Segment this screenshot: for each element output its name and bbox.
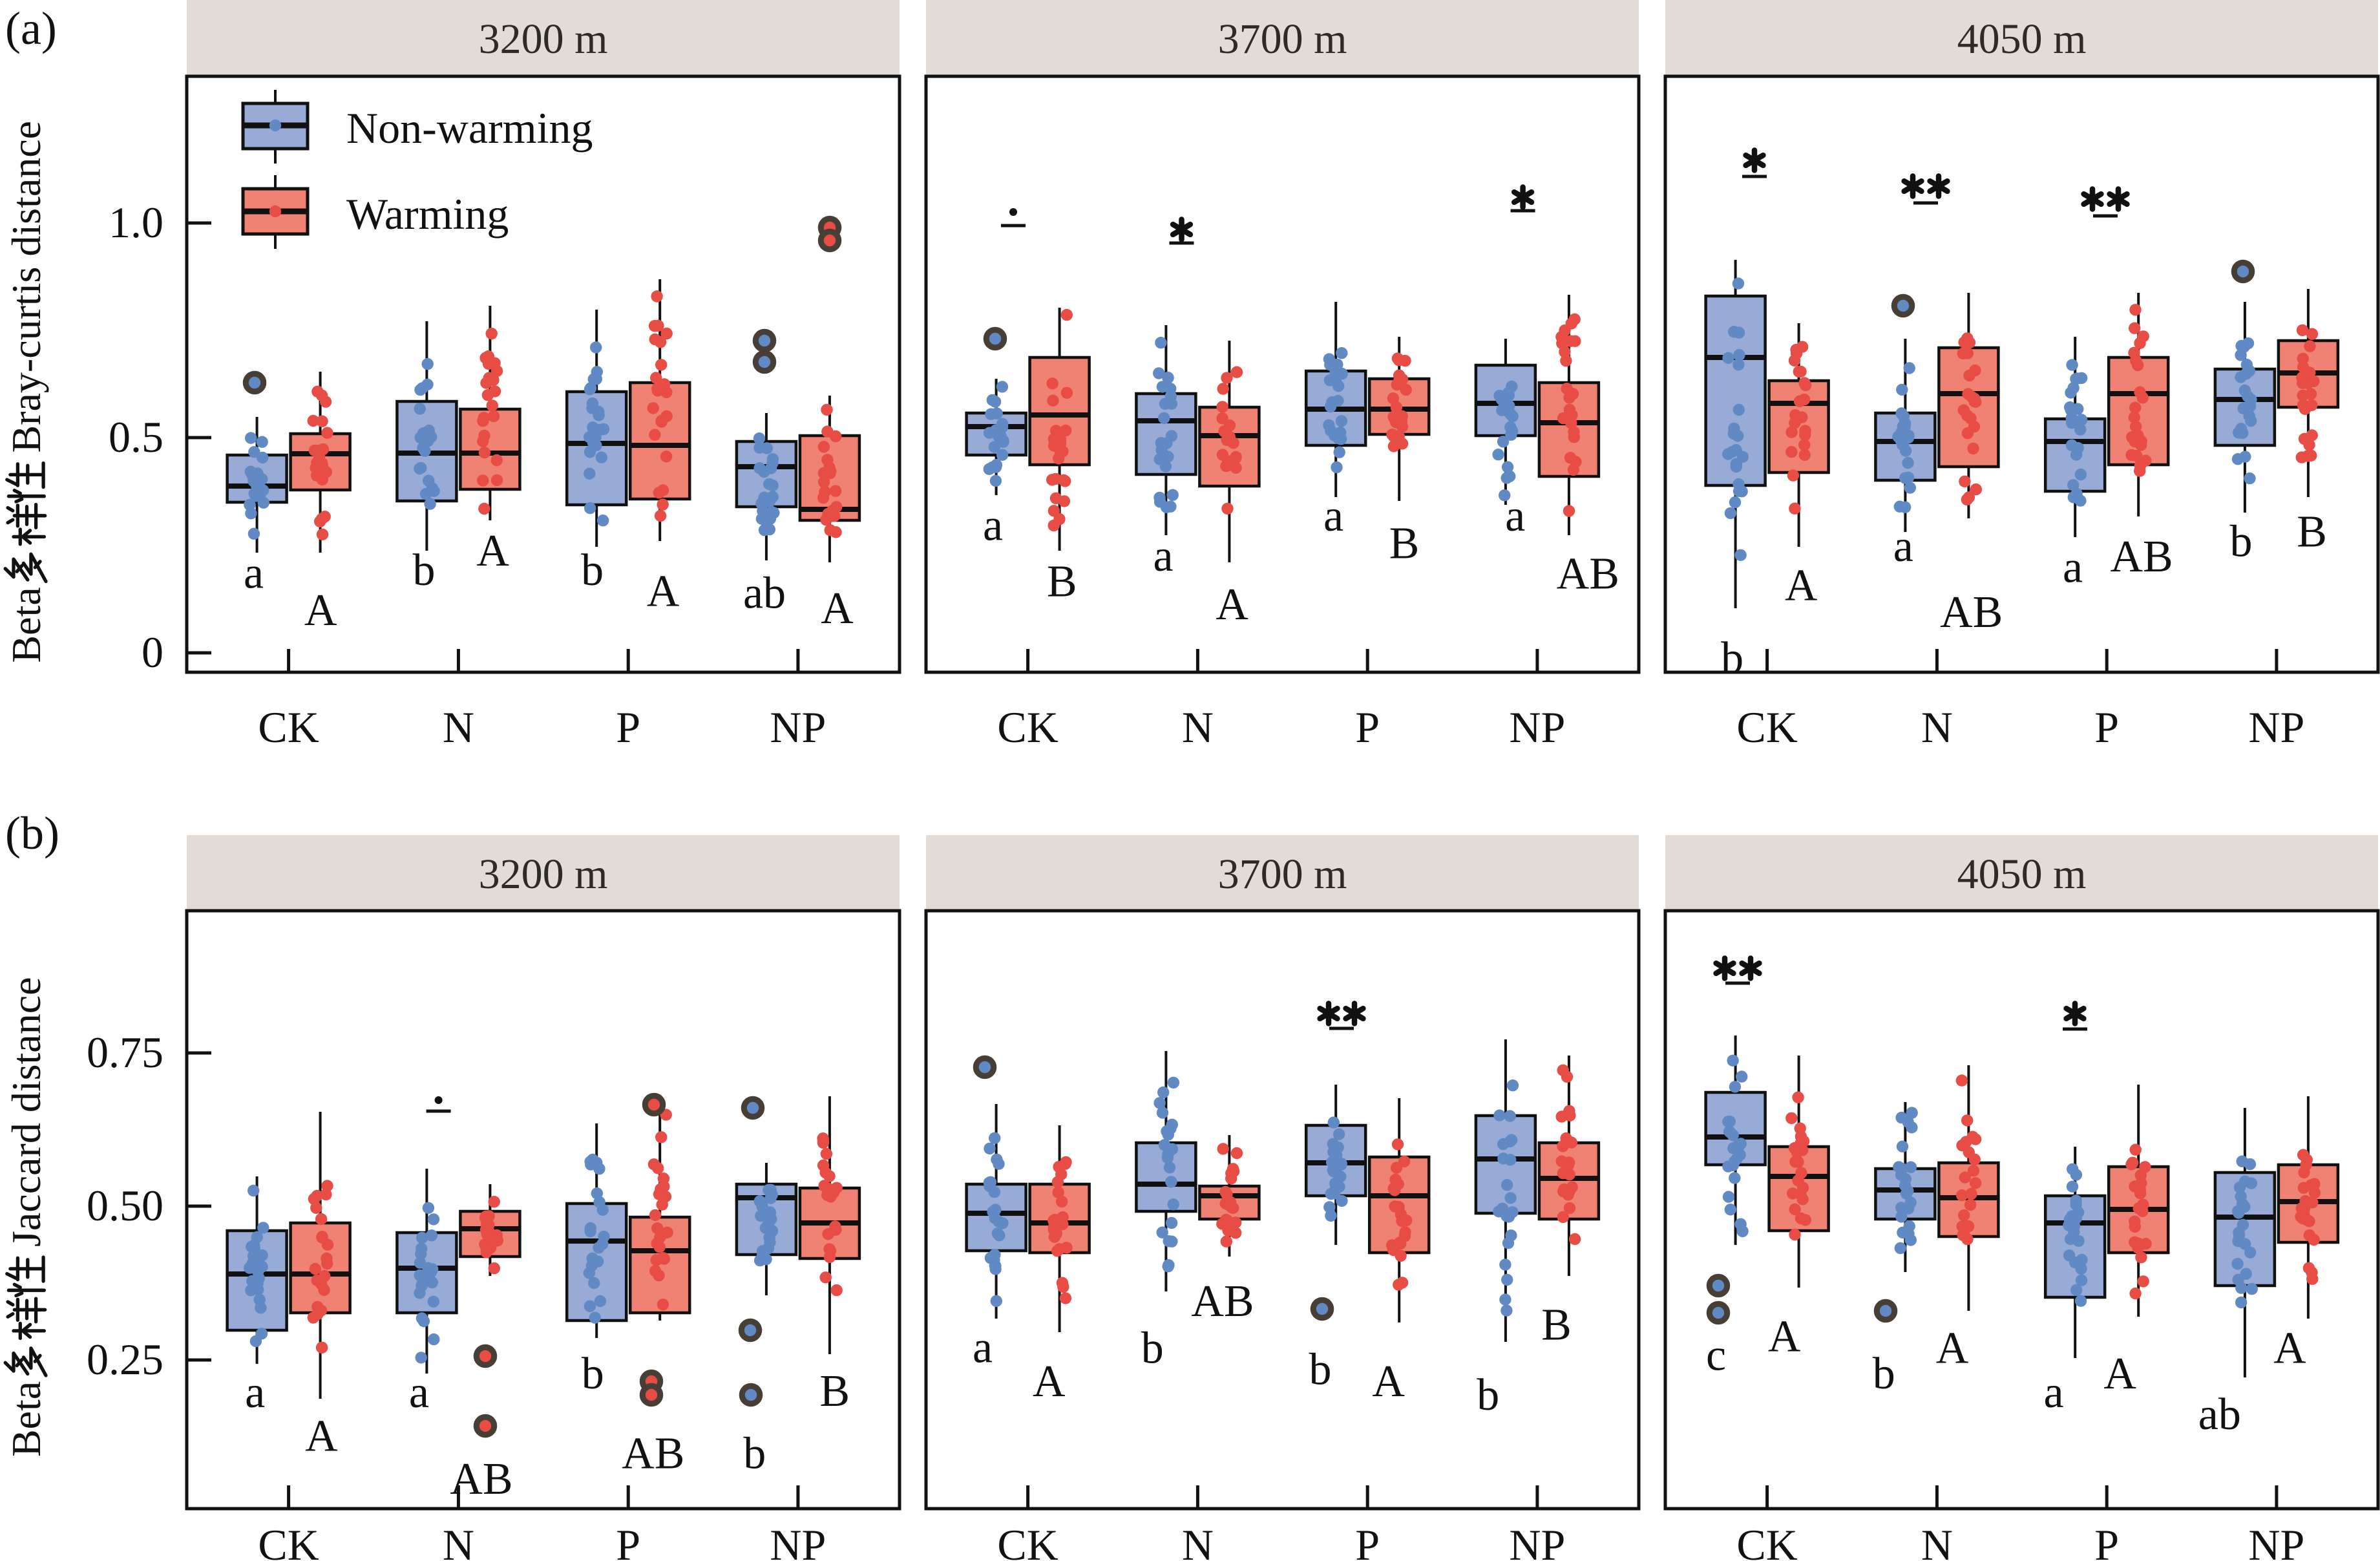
- svg-text:a: a: [2043, 1368, 2063, 1418]
- svg-text:a: a: [245, 1368, 265, 1418]
- svg-text:1.0: 1.0: [109, 198, 163, 247]
- svg-text:Beta: Beta: [3, 1381, 49, 1457]
- svg-text:CK: CK: [258, 1520, 319, 1561]
- svg-text:A: A: [1216, 580, 1248, 630]
- svg-text:N: N: [1921, 703, 1953, 752]
- svg-text:A: A: [1936, 1324, 1969, 1374]
- svg-text:b: b: [582, 1349, 604, 1399]
- svg-text:A: A: [1372, 1357, 1405, 1407]
- svg-text:P: P: [1355, 703, 1380, 752]
- svg-text:N: N: [1182, 703, 1214, 752]
- svg-text:a: a: [1323, 491, 1343, 541]
- svg-text:AB: AB: [1557, 549, 1619, 599]
- svg-text:B: B: [1541, 1300, 1572, 1350]
- svg-text:NP: NP: [770, 1520, 826, 1561]
- svg-text:P: P: [2094, 1520, 2119, 1561]
- svg-text:b: b: [413, 546, 436, 595]
- svg-text:ab: ab: [743, 568, 786, 618]
- svg-text:N: N: [443, 703, 474, 752]
- svg-text:3700 m: 3700 m: [1218, 16, 1347, 63]
- svg-text:4050 m: 4050 m: [1957, 851, 2087, 898]
- svg-text:CK: CK: [997, 703, 1058, 752]
- svg-text:B: B: [2297, 507, 2327, 557]
- svg-text:b: b: [581, 546, 604, 595]
- svg-text:NP: NP: [1509, 1520, 1565, 1561]
- svg-text:P: P: [2094, 703, 2119, 752]
- svg-text:CK: CK: [1736, 703, 1797, 752]
- svg-text:N: N: [443, 1520, 474, 1561]
- svg-text:0.50: 0.50: [87, 1181, 163, 1230]
- svg-text:3200 m: 3200 m: [479, 851, 608, 898]
- svg-text:N: N: [1182, 1520, 1214, 1561]
- svg-text:b: b: [1141, 1324, 1164, 1374]
- svg-text:ab: ab: [2198, 1390, 2241, 1439]
- svg-text:NP: NP: [2248, 703, 2304, 752]
- svg-text:Warming: Warming: [346, 189, 509, 239]
- svg-text:(b): (b): [5, 807, 59, 859]
- svg-text:0.25: 0.25: [87, 1335, 163, 1384]
- svg-text:b: b: [1873, 1349, 1895, 1399]
- svg-text:A: A: [305, 1411, 338, 1461]
- svg-text:NP: NP: [2248, 1520, 2304, 1561]
- svg-text:b: b: [1477, 1370, 1499, 1420]
- svg-text:a: a: [1893, 522, 1913, 571]
- svg-text:P: P: [1355, 1520, 1380, 1561]
- svg-text:A: A: [1768, 1311, 1801, 1361]
- svg-text:AB: AB: [1940, 588, 2003, 637]
- svg-text:a: a: [1153, 531, 1173, 581]
- svg-text:c: c: [1706, 1331, 1726, 1381]
- svg-text:Beta: Beta: [3, 587, 49, 663]
- svg-text:b: b: [1721, 633, 1743, 683]
- svg-text:AB: AB: [622, 1429, 684, 1479]
- svg-text:A: A: [647, 566, 680, 616]
- svg-text:CK: CK: [258, 703, 319, 752]
- svg-text:NP: NP: [770, 703, 826, 752]
- svg-text:0.75: 0.75: [87, 1028, 163, 1077]
- svg-text:b: b: [743, 1429, 766, 1479]
- svg-text:Non-warming: Non-warming: [346, 103, 593, 153]
- svg-text:4050 m: 4050 m: [1957, 16, 2087, 63]
- svg-text:B: B: [1047, 557, 1077, 607]
- svg-text:P: P: [616, 703, 640, 752]
- svg-text:0.5: 0.5: [109, 412, 163, 462]
- svg-text:a: a: [244, 549, 264, 599]
- svg-text:Jaccard distance: Jaccard distance: [3, 977, 49, 1247]
- svg-text:b: b: [2230, 516, 2253, 566]
- svg-text:a: a: [2063, 543, 2083, 593]
- svg-text:P: P: [616, 1520, 640, 1561]
- svg-text:0: 0: [142, 628, 163, 677]
- svg-text:A: A: [1785, 560, 1818, 610]
- svg-text:B: B: [819, 1366, 850, 1416]
- svg-text:a: a: [409, 1368, 429, 1418]
- svg-text:CK: CK: [997, 1520, 1058, 1561]
- svg-text:A: A: [476, 526, 509, 576]
- svg-text:N: N: [1921, 1520, 1953, 1561]
- svg-text:3700 m: 3700 m: [1218, 851, 1347, 898]
- svg-text:A: A: [2273, 1324, 2306, 1374]
- svg-text:AB: AB: [2110, 532, 2173, 582]
- svg-text:Bray-curtis distance: Bray-curtis distance: [3, 121, 49, 453]
- svg-text:AB: AB: [450, 1454, 512, 1504]
- svg-text:A: A: [304, 586, 337, 635]
- svg-text:3200 m: 3200 m: [479, 16, 608, 63]
- svg-text:a: a: [973, 1323, 993, 1373]
- svg-text:B: B: [1389, 518, 1420, 568]
- svg-text:A: A: [1033, 1357, 1066, 1407]
- svg-text:A: A: [821, 584, 854, 633]
- svg-text:(a): (a): [5, 3, 57, 54]
- svg-text:AB: AB: [1191, 1277, 1254, 1326]
- svg-text:a: a: [1505, 491, 1525, 541]
- svg-text:A: A: [2103, 1349, 2136, 1399]
- svg-text:b: b: [1309, 1345, 1332, 1395]
- svg-text:CK: CK: [1736, 1520, 1797, 1561]
- svg-text:a: a: [983, 501, 1003, 551]
- svg-text:NP: NP: [1509, 703, 1565, 752]
